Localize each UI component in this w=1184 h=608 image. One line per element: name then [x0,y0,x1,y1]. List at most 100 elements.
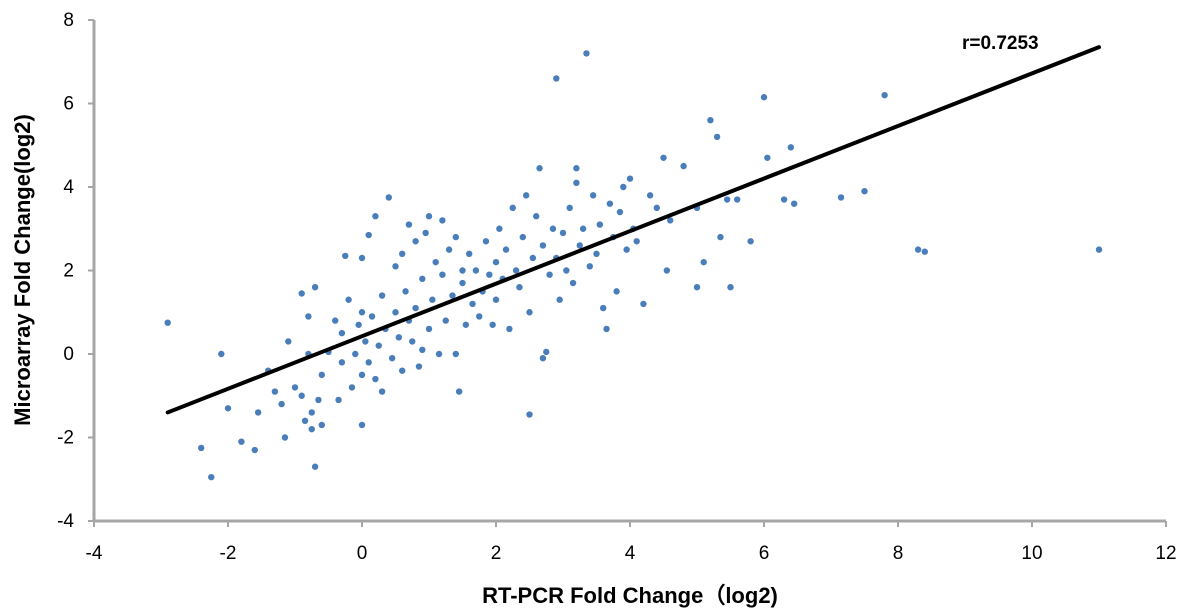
x-tick-label: 8 [893,543,904,564]
x-tick-label: 0 [357,543,368,564]
data-point [509,204,516,212]
data-point [449,292,456,299]
data-point [780,196,788,203]
data-point [452,350,459,358]
data-point [680,162,687,170]
data-point [713,133,721,141]
data-point [573,165,580,172]
data-point [613,288,620,295]
data-point [459,279,466,287]
data-point [646,192,654,199]
data-point [1095,246,1103,253]
data-point [365,231,372,239]
data-point [362,338,369,345]
data-point [409,338,416,345]
data-point [425,213,433,220]
data-point [526,411,533,418]
x-tick-label: 6 [759,543,770,564]
data-point [278,400,285,408]
data-point [914,246,922,253]
data-point [881,91,888,99]
y-tick-label: 4 [63,177,74,198]
data-point [311,463,319,470]
data-point [707,117,714,124]
data-point [298,392,305,399]
data-point [372,213,379,220]
data-point [787,144,794,151]
data-point [723,196,731,203]
x-tick-label: 12 [1155,543,1176,564]
data-point [569,279,577,287]
data-point [837,194,845,201]
data-point [305,313,312,320]
data-point [455,388,463,395]
data-point [439,271,446,278]
x-tick-label: -2 [220,543,237,564]
data-point [653,204,660,212]
data-point [345,296,352,303]
data-point [539,242,547,249]
data-point [549,225,557,232]
data-point [589,192,597,199]
data-point [717,233,724,241]
data-point [519,233,526,241]
data-point [442,317,449,324]
data-point [600,304,607,312]
data-point [543,348,550,356]
data-point [402,288,409,295]
data-point [529,254,537,262]
data-point [512,267,520,274]
data-point [489,321,496,328]
data-point [596,221,604,228]
data-point [492,296,500,303]
data-point [432,258,439,266]
data-point [539,354,547,362]
data-point [445,246,453,253]
data-point [164,319,171,326]
data-point [586,263,593,270]
data-point [385,194,392,201]
y-tick-label: 6 [63,94,74,115]
data-point [620,183,627,191]
data-point [663,267,671,274]
trendline-layer [165,45,1101,415]
data-point [616,208,624,216]
x-tick-label: 10 [1021,543,1042,564]
data-point [522,192,530,199]
data-point [208,473,215,481]
data-point [606,200,614,207]
data-point [308,409,315,416]
data-point [469,300,476,308]
data-point [271,388,279,395]
data-point [318,371,325,379]
data-point [358,371,366,379]
data-point [623,246,630,253]
data-point [633,238,640,245]
data-point [660,154,667,161]
data-point [218,350,225,358]
data-point [546,271,553,278]
data-point [429,296,436,303]
data-point [419,346,426,354]
data-point [238,438,245,445]
data-point [626,175,634,182]
data-point [392,263,399,270]
data-point [395,334,403,341]
data-point [466,250,473,257]
data-point [476,313,483,320]
data-point [439,217,446,224]
data-point [301,417,309,424]
data-point [747,238,754,245]
data-point [224,405,232,412]
data-point [422,229,429,237]
data-point [559,229,567,237]
x-axis-title: RT-PCR Fold Change（log2) [482,583,778,608]
data-point [338,359,346,366]
data-point [375,342,382,349]
data-point [516,284,523,291]
data-point [462,321,470,328]
y-tick-label: -4 [57,511,74,532]
data-point [486,271,493,278]
